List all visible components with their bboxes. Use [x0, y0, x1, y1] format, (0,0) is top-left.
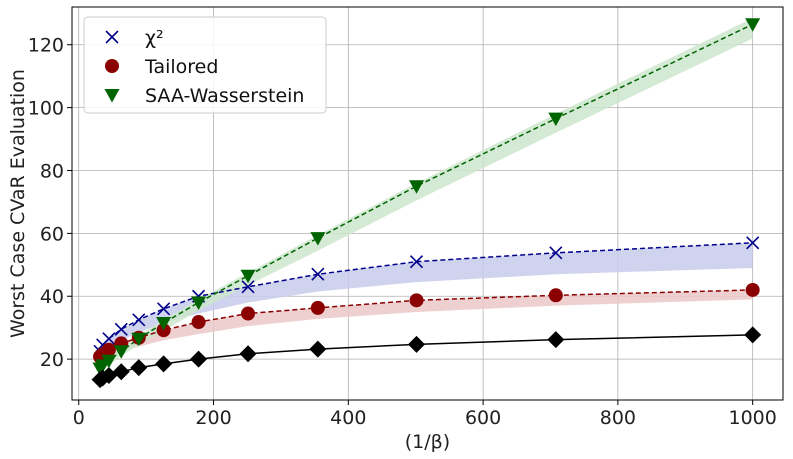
--point [102, 332, 116, 346]
saa-wasserstein-point [548, 112, 564, 127]
x-tick-label: 1000 [728, 407, 776, 429]
--point [311, 267, 325, 281]
plot-frame [71, 6, 784, 401]
saa-wasserstein-point [131, 332, 147, 347]
y-tick-label: 40 [40, 286, 64, 308]
x-tick-label: 600 [465, 407, 501, 429]
--point [157, 302, 171, 316]
--band [100, 242, 753, 360]
tailored-point [241, 306, 256, 321]
saa-wasserstein-point [156, 316, 172, 331]
series-4-point [155, 355, 173, 373]
y-tick-label: 100 [28, 98, 64, 120]
saa-wasserstein-point [240, 269, 256, 284]
tailored-band [100, 289, 753, 364]
saa-wasserstein-point [745, 18, 761, 32]
y-axis-label: Worst Case CVaR Evaluation [7, 69, 29, 338]
series-4-point [309, 340, 327, 358]
legend: χ² Tailored SAA-Wasserstein [83, 16, 327, 114]
confidence-bands [100, 18, 753, 374]
axis-ticks: 0 200 400 600 800 1000 20 40 60 80 100 120 [28, 35, 777, 429]
tailored-point [745, 282, 760, 297]
--point [114, 322, 128, 336]
--point [409, 255, 424, 269]
y-tick-label: 80 [40, 160, 64, 182]
--point [132, 313, 146, 327]
x-tick-label: 0 [73, 407, 85, 429]
series-4-point [239, 345, 257, 363]
--point [746, 236, 760, 250]
series-4-point [547, 331, 565, 349]
series-4-point [190, 350, 208, 368]
saa-wasserstein-band [100, 18, 753, 374]
tailored-point [409, 293, 424, 308]
legend-marker [105, 59, 119, 73]
y-tick-label: 120 [28, 35, 64, 57]
series-4-point [744, 326, 762, 344]
saa-wasserstein-point [191, 296, 207, 311]
series-4-point [112, 363, 130, 381]
x-axis-label: (1/β) [405, 431, 450, 453]
saa-wasserstein-point [113, 345, 129, 359]
tailored-point [101, 342, 116, 357]
tailored-point [191, 315, 206, 330]
--point [549, 246, 563, 260]
x-tick-label: 200 [195, 407, 231, 429]
legend-marker [104, 89, 120, 103]
series-4-point [408, 335, 426, 353]
series-markers [91, 18, 762, 389]
legend-marker [105, 30, 119, 44]
legend-label: χ² [145, 27, 164, 49]
x-tick-label: 800 [600, 407, 636, 429]
--point [241, 280, 255, 294]
y-tick-label: 60 [40, 223, 64, 245]
tailored-point [310, 300, 325, 315]
series-4-point [130, 359, 148, 377]
x-tick-label: 400 [330, 407, 366, 429]
saa-wasserstein-point [310, 232, 326, 246]
saa-wasserstein-point [409, 180, 425, 194]
saa-wasserstein-point [101, 354, 117, 369]
legend-label: SAA-Wasserstein [145, 85, 304, 107]
legend-box [83, 16, 327, 114]
series-4-point [100, 366, 118, 384]
tailored-point [548, 288, 563, 303]
--line [99, 242, 753, 352]
y-tick-label: 20 [40, 349, 64, 371]
legend-label: Tailored [144, 56, 218, 78]
